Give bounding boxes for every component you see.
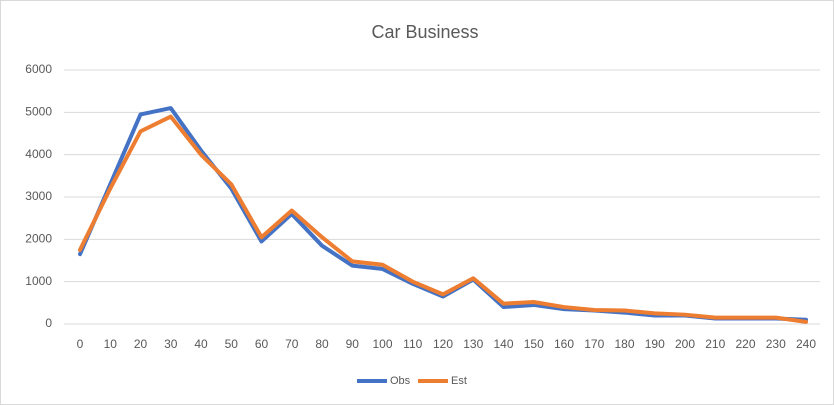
chart-title: Car Business [371,22,478,42]
x-tick-label: 30 [164,337,178,351]
legend-label: Est [451,375,467,387]
x-tick-label: 80 [315,337,329,351]
y-tick-label: 3000 [25,189,52,203]
x-tick-label: 130 [463,337,483,351]
x-tick-label: 220 [735,337,755,351]
y-tick-label: 5000 [25,105,52,119]
x-tick-label: 10 [104,337,118,351]
x-tick-label: 240 [796,337,816,351]
x-tick-label: 0 [77,337,84,351]
x-tick-label: 40 [194,337,208,351]
y-tick-label: 0 [45,316,52,330]
x-tick-label: 150 [524,337,544,351]
y-tick-label: 6000 [25,62,52,76]
x-tick-label: 180 [614,337,634,351]
x-tick-label: 50 [225,337,239,351]
y-tick-label: 2000 [25,232,52,246]
x-tick-label: 230 [766,337,786,351]
x-tick-label: 210 [705,337,725,351]
x-tick-label: 70 [285,337,299,351]
line-series [78,114,808,324]
x-tick-label: 160 [554,337,574,351]
x-tick-label: 120 [433,337,453,351]
x-tick-label: 200 [675,337,695,351]
x-tick-label: 20 [134,337,148,351]
x-tick-label: 170 [584,337,604,351]
y-tick-label: 4000 [25,147,52,161]
x-tick-label: 190 [645,337,665,351]
x-tick-label: 140 [493,337,513,351]
x-tick-label: 100 [372,337,392,351]
legend-label: Obs [390,375,411,387]
x-tick-label: 60 [255,337,269,351]
y-tick-label: 1000 [25,274,52,288]
x-tick-label: 110 [403,337,422,351]
x-tick-label: 90 [346,337,360,351]
